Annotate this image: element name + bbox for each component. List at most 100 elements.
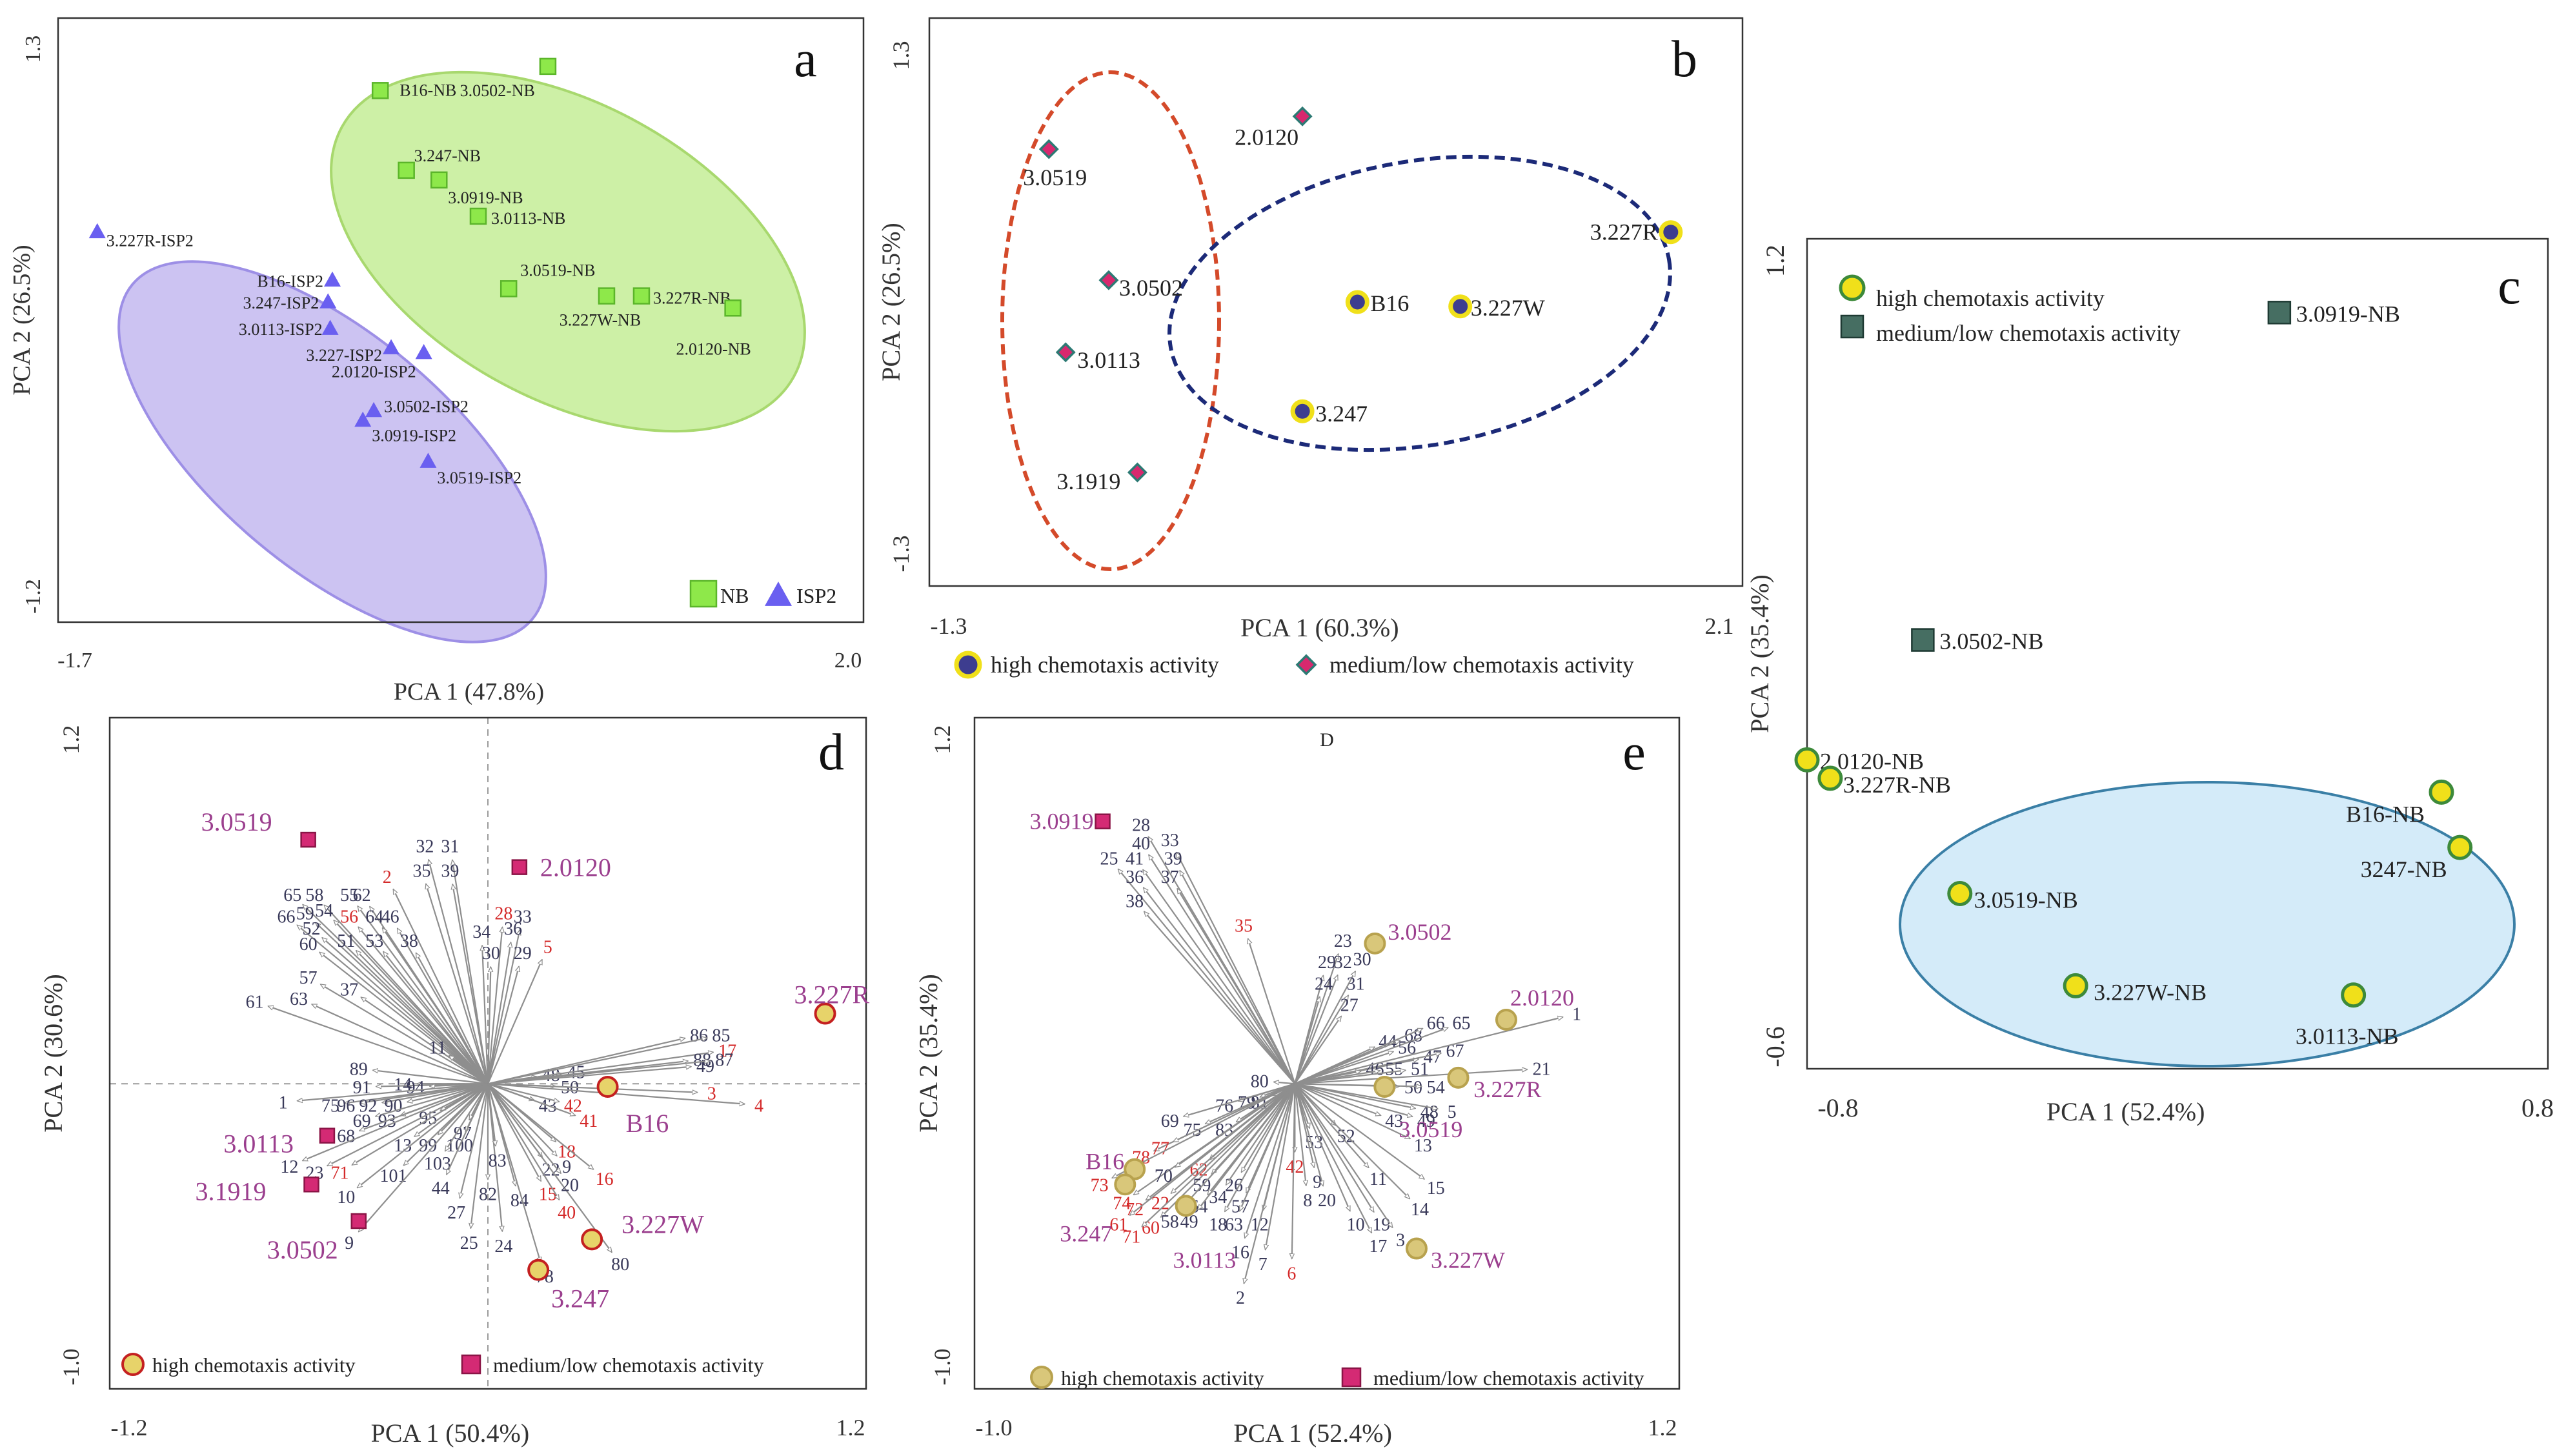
loading-vector-label: 25 (1100, 849, 1118, 869)
loading-vector-label: 13 (1414, 1136, 1432, 1156)
loading-vector-arrow (1274, 1082, 1295, 1084)
medium-low-activity-point (1055, 342, 1076, 363)
loading-vector-arrow (383, 951, 489, 1084)
x-axis-label: PCA 1 (60.3%) (1240, 613, 1399, 642)
y-axis-label: PCA 2 (26.5%) (876, 223, 905, 381)
panel-letter: c (2498, 258, 2521, 315)
x-tick-label-min: -0.8 (1817, 1093, 1858, 1122)
point-label: 3.0919-ISP2 (372, 427, 456, 445)
panel-letter: d (818, 724, 844, 781)
loading-vector-label: 101 (380, 1166, 407, 1186)
loading-vector-label: 40 (1132, 834, 1150, 854)
y-tick-label-max: 1.3 (888, 41, 914, 70)
legend-medium-low-marker (1295, 654, 1317, 676)
nb-point (371, 82, 389, 99)
point-label: 3.227-ISP2 (306, 346, 382, 365)
loading-vector-label: 17 (718, 1041, 736, 1061)
high-activity-point (1495, 1009, 1517, 1031)
high-activity-point (2447, 834, 2473, 860)
loading-vector-arrow (1294, 1016, 1342, 1084)
point-label: 3.227W (1431, 1248, 1505, 1273)
loading-vector-arrow (487, 1061, 710, 1085)
loading-vector-arrow (316, 923, 489, 1085)
loading-vector-arrow (356, 951, 489, 1085)
high-activity-point (1373, 1076, 1396, 1098)
loading-vector-arrow (1294, 996, 1320, 1084)
high-activity-point (1817, 765, 1843, 791)
loading-vector-arrow (303, 904, 489, 1085)
loading-vector-label: 33 (1161, 831, 1179, 851)
loading-vector-label: 71 (1122, 1228, 1140, 1248)
y-tick-label-max: 1.3 (21, 35, 45, 63)
isp2-point (415, 343, 432, 359)
loading-vector-label: 50 (1404, 1078, 1422, 1098)
loading-vector-label: 61 (1109, 1215, 1127, 1235)
loading-vector-label: 16 (596, 1169, 614, 1189)
legend-high-marker (1839, 274, 1866, 301)
point-label: 3.0919-NB (448, 188, 523, 207)
point-label: 3.0502 (267, 1235, 338, 1264)
loading-vector-label: 71 (330, 1163, 349, 1183)
isp2-point (321, 319, 339, 335)
loading-vector-label: 57 (299, 968, 318, 988)
loading-vector-label: 92 (359, 1096, 377, 1116)
high-activity-point (596, 1076, 619, 1098)
loading-vector-arrow (1294, 1027, 1422, 1085)
point-label: 3.0519 (1399, 1117, 1462, 1142)
loading-vector-label: 23 (1334, 931, 1352, 951)
loading-vector-label: 66 (277, 907, 295, 927)
medium-low-activity-point (1098, 270, 1119, 290)
loading-vector-label: 53 (365, 931, 383, 951)
loading-vector-arrow (487, 1083, 698, 1092)
panel-letter: a (794, 31, 817, 88)
loading-vector-label: 49 (1417, 1111, 1435, 1131)
isp2-point (323, 271, 341, 287)
loading-vector-label: 84 (510, 1191, 529, 1211)
loading-vector-label: 63 (1225, 1215, 1243, 1235)
medium-low-activity-point (1127, 462, 1147, 483)
x-tick-label-min: -1.0 (976, 1415, 1013, 1441)
loading-vector-label: 19 (1372, 1215, 1390, 1235)
point-label: 3.247 (1315, 401, 1368, 427)
loading-vector-label: 65 (283, 885, 301, 905)
loading-vector-label: 5 (1448, 1102, 1457, 1122)
panel-subtitle: D (1320, 729, 1334, 751)
loading-vector-label: 20 (1318, 1191, 1336, 1211)
loading-vector-arrow (487, 966, 519, 1084)
loading-vector-label: 24 (494, 1237, 512, 1257)
loading-vector-arrow (392, 889, 489, 1084)
loading-vector-label: 41 (1126, 849, 1144, 869)
legend-medium-low-marker (461, 1354, 481, 1375)
high-activity-point (1290, 399, 1315, 423)
loading-vector-arrow (482, 945, 489, 1084)
loading-vector-arrow (487, 1083, 576, 1115)
loading-vector-arrow (487, 942, 511, 1084)
isp2-point (354, 411, 372, 427)
point-label: B16 (626, 1109, 669, 1138)
nb-point (398, 161, 415, 179)
point-label: 3.0502-NB (460, 81, 535, 100)
loading-vector-label: 6 (1287, 1264, 1296, 1284)
point-label: 3.247-NB (414, 147, 481, 165)
loading-vector-label: 2 (1236, 1288, 1245, 1308)
loading-vector-arrow (1177, 889, 1296, 1084)
loading-vector-arrow (358, 906, 489, 1084)
point-label: B16-NB (399, 81, 456, 99)
legend-high-marker (1030, 1366, 1053, 1389)
point-label: 3.227R (1474, 1077, 1542, 1102)
loading-vector-arrow (452, 884, 489, 1084)
point-label: 3.0519 (201, 807, 272, 836)
loading-vector-arrow (1294, 1083, 1393, 1228)
loading-vector-arrow (487, 1083, 594, 1169)
point-label: B16 (1370, 290, 1409, 316)
loading-vector-arrow (1175, 1083, 1295, 1168)
loading-vector-arrow (1294, 1083, 1323, 1186)
loading-vector-label: 40 (558, 1203, 576, 1223)
loading-vector-arrow (358, 927, 489, 1084)
loading-vector-label: 64 (365, 907, 383, 927)
loading-vector-label: 2 (383, 867, 392, 887)
loading-vector-arrow (303, 1083, 489, 1162)
loading-vector-label: 33 (514, 907, 532, 927)
y-axis-label: PCA 2 (26.5%) (8, 245, 35, 395)
panel-d: -1.2 1.2 1.2 -1.0 PCA 1 (50.4%) PCA 2 (30.6%)… (39, 716, 870, 1448)
